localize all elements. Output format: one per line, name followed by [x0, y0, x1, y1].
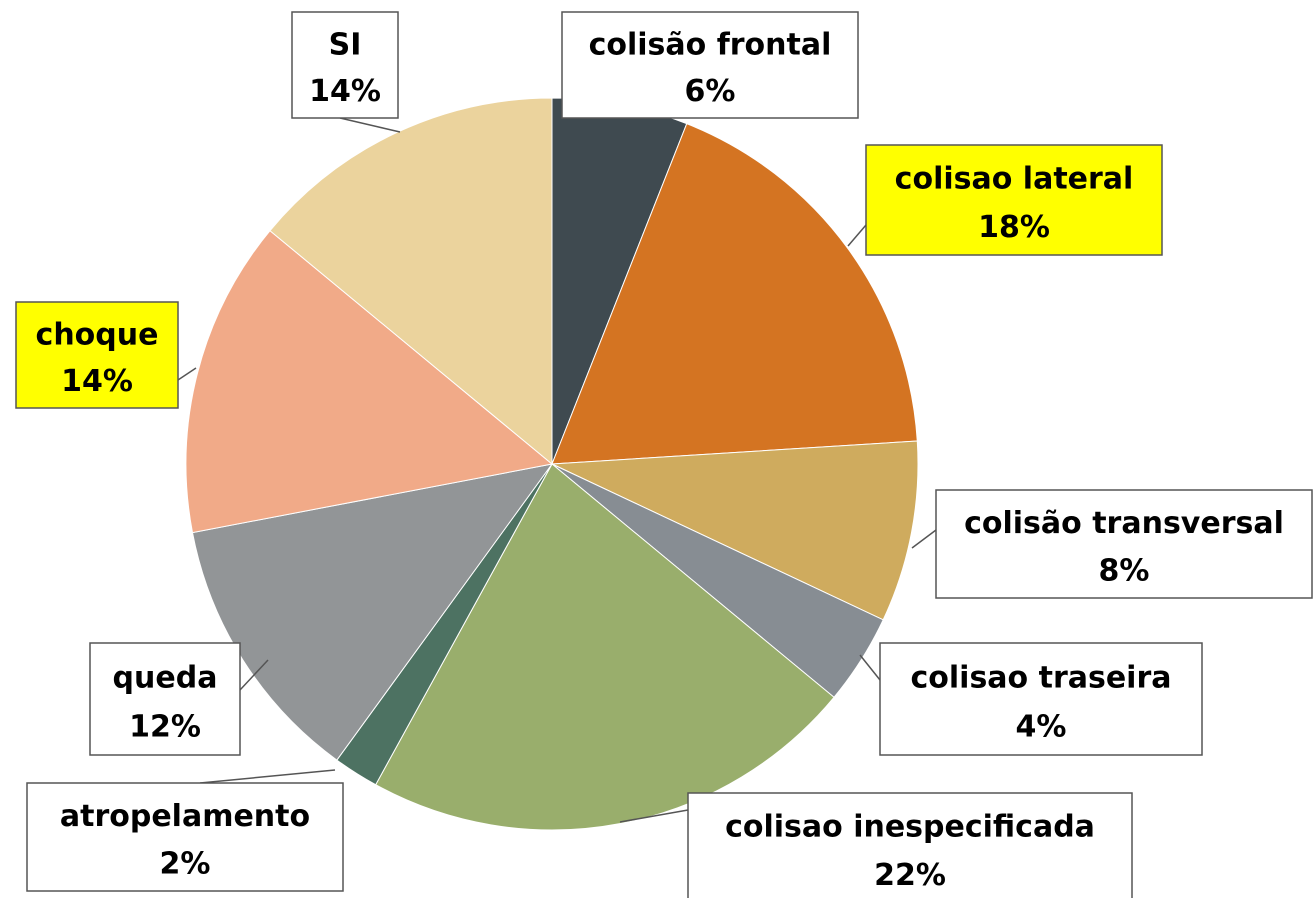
slice-value-label: 18%	[978, 210, 1050, 245]
leader-line	[339, 117, 401, 133]
slice-label: colisão transversal	[964, 506, 1284, 541]
slice-value-label: 14%	[61, 364, 133, 399]
slice-label: atropelamento	[60, 799, 310, 834]
slice-value-label: 4%	[1016, 710, 1067, 745]
label-box	[865, 144, 1163, 256]
slice-label: queda	[113, 660, 218, 695]
label-box	[15, 301, 179, 409]
slice-value-label: 14%	[309, 74, 381, 109]
label-box	[879, 642, 1203, 756]
leader-line	[859, 654, 881, 681]
leader-line	[847, 224, 867, 247]
pie-slice	[551, 123, 918, 465]
label-box	[561, 11, 859, 119]
leader-line	[239, 659, 269, 691]
leader-line	[177, 367, 197, 381]
label-box	[26, 782, 344, 892]
slice-value-label: 8%	[1099, 554, 1150, 589]
pie-slice	[269, 97, 553, 466]
label-box	[687, 792, 1133, 898]
slice-label: choque	[36, 317, 159, 352]
leader-line	[199, 769, 336, 784]
label-box	[291, 11, 399, 119]
slice-value-label: 22%	[874, 858, 946, 893]
pie-slice	[551, 440, 919, 621]
leader-line	[911, 529, 937, 549]
label-box	[89, 642, 241, 756]
leader-line	[619, 809, 689, 823]
slice-value-label: 2%	[160, 847, 211, 882]
slice-value-label: 6%	[685, 74, 736, 109]
slice-value-label: 12%	[129, 710, 201, 745]
slice-label: colisao traseira	[910, 660, 1171, 695]
slice-label: SI	[329, 27, 362, 62]
pie-slice	[374, 463, 835, 831]
label-box	[935, 489, 1313, 599]
slice-label: colisao lateral	[895, 162, 1134, 197]
slice-label: colisão frontal	[589, 27, 832, 62]
pie-slice	[185, 229, 554, 534]
pie-slice	[191, 463, 554, 761]
slice-label: colisao inespecificada	[725, 810, 1095, 845]
